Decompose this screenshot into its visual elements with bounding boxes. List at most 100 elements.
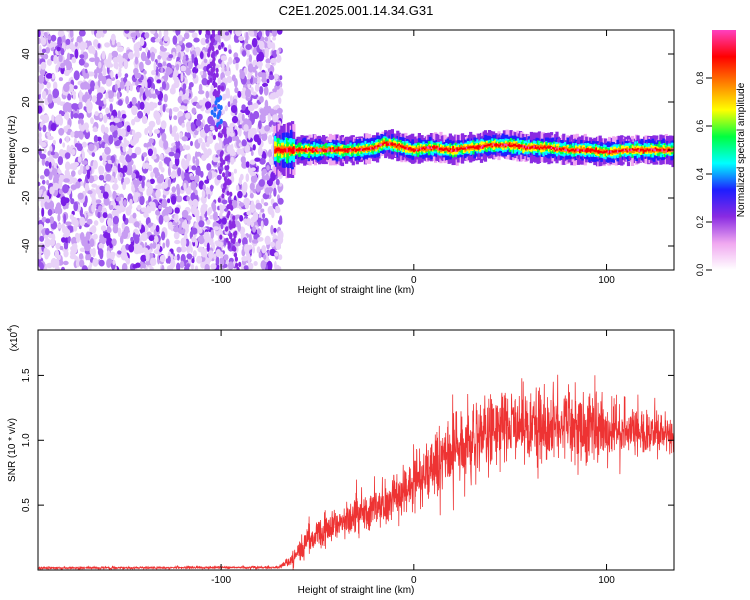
signal-cell	[394, 143, 396, 146]
signal-cell	[291, 148, 294, 153]
signal-cell	[665, 147, 668, 152]
noise-cell	[131, 172, 137, 179]
noise-cell	[220, 150, 224, 157]
noise-cell	[50, 123, 57, 132]
noise-cell	[152, 241, 157, 249]
noise-cell	[271, 30, 278, 37]
noise-cell	[161, 231, 166, 241]
noise-cell	[269, 241, 276, 248]
signal-cell	[546, 146, 549, 149]
noise-cell	[231, 115, 239, 124]
noise-cell	[176, 262, 181, 270]
noise-cell	[211, 30, 215, 35]
noise-cell	[174, 213, 179, 223]
noise-cell	[32, 241, 37, 250]
noise-cell	[35, 195, 38, 202]
noise-cell	[32, 261, 36, 267]
figure-title: C2E1.2025.001.14.34.G31	[279, 3, 434, 18]
colorbar: 0.00.20.40.60.8 Normalized spectral ampl…	[695, 30, 747, 276]
signal-cell	[669, 149, 672, 152]
noise-cell	[65, 161, 71, 171]
signal-cell	[366, 147, 368, 150]
noise-cell	[128, 147, 133, 156]
noise-cell	[196, 64, 203, 69]
noise-cell	[173, 115, 178, 121]
noise-cell	[53, 176, 57, 184]
signal-cell	[421, 147, 423, 150]
noise-cell	[165, 238, 170, 248]
signal-cell	[660, 149, 662, 152]
noise-cell	[213, 253, 217, 260]
noise-cell	[111, 238, 117, 247]
noise-cell	[173, 145, 176, 153]
noise-cell	[135, 262, 141, 268]
noise-cell	[275, 81, 281, 87]
noise-cell	[59, 138, 63, 144]
signal-cell	[657, 148, 659, 151]
noise-cell	[160, 67, 164, 73]
noise-cell	[213, 112, 217, 118]
noise-cell	[58, 149, 65, 157]
signal-cell	[355, 149, 357, 152]
signal-cell	[602, 151, 604, 154]
noise-cell	[153, 167, 159, 175]
noise-cell	[173, 255, 178, 261]
noise-cell	[128, 204, 133, 210]
signal-cell	[670, 149, 673, 152]
signal-cell	[432, 145, 434, 149]
noise-cell	[48, 161, 52, 169]
noise-cell	[192, 156, 196, 164]
noise-cell	[71, 149, 76, 156]
noise-cell	[126, 83, 130, 94]
noise-cell	[252, 113, 255, 124]
signal-cell	[568, 150, 570, 153]
signal-cell	[321, 148, 324, 153]
noise-cell	[232, 223, 236, 229]
noise-cell	[71, 236, 78, 245]
noise-cell	[229, 224, 233, 230]
noise-cell	[79, 41, 86, 51]
noise-cell	[170, 258, 176, 269]
signal-cell	[533, 145, 535, 148]
noise-cell	[38, 259, 42, 267]
noise-cell	[260, 220, 264, 231]
signal-cell	[415, 149, 418, 151]
noise-cell	[57, 113, 63, 124]
noise-cell	[102, 191, 109, 199]
noise-cell	[104, 133, 109, 142]
signal-cell	[437, 147, 440, 150]
noise-cell	[206, 79, 210, 86]
signal-cell	[374, 145, 376, 149]
y-tick-label: 1.0	[21, 433, 32, 447]
noise-cell	[224, 226, 228, 232]
noise-cell	[181, 171, 185, 181]
signal-cell	[553, 147, 556, 150]
noise-cell	[155, 209, 161, 216]
signal-cell	[463, 147, 465, 150]
signal-cell	[318, 148, 321, 151]
signal-cell	[424, 148, 426, 151]
noise-cell	[227, 101, 231, 108]
noise-cell	[195, 239, 198, 247]
noise-cell	[70, 131, 75, 138]
noise-cell	[74, 103, 78, 112]
noise-cell	[64, 152, 71, 160]
noise-cell	[38, 44, 42, 54]
noise-cell	[82, 51, 89, 60]
signal-cell	[352, 148, 355, 152]
signal-cell	[604, 151, 607, 153]
signal-cell	[664, 149, 666, 154]
noise-cell	[129, 101, 133, 108]
signal-cell	[480, 146, 483, 149]
noise-cell	[53, 81, 58, 90]
snr-frame	[37, 329, 675, 571]
noise-cell	[38, 205, 40, 215]
noise-cell	[254, 32, 258, 37]
noise-cell	[30, 74, 36, 80]
noise-cell	[160, 120, 167, 130]
noise-cell	[198, 30, 202, 36]
signal-cell	[393, 143, 395, 146]
signal-cell	[506, 144, 508, 147]
noise-cell	[168, 108, 173, 117]
signal-cell	[542, 146, 545, 149]
